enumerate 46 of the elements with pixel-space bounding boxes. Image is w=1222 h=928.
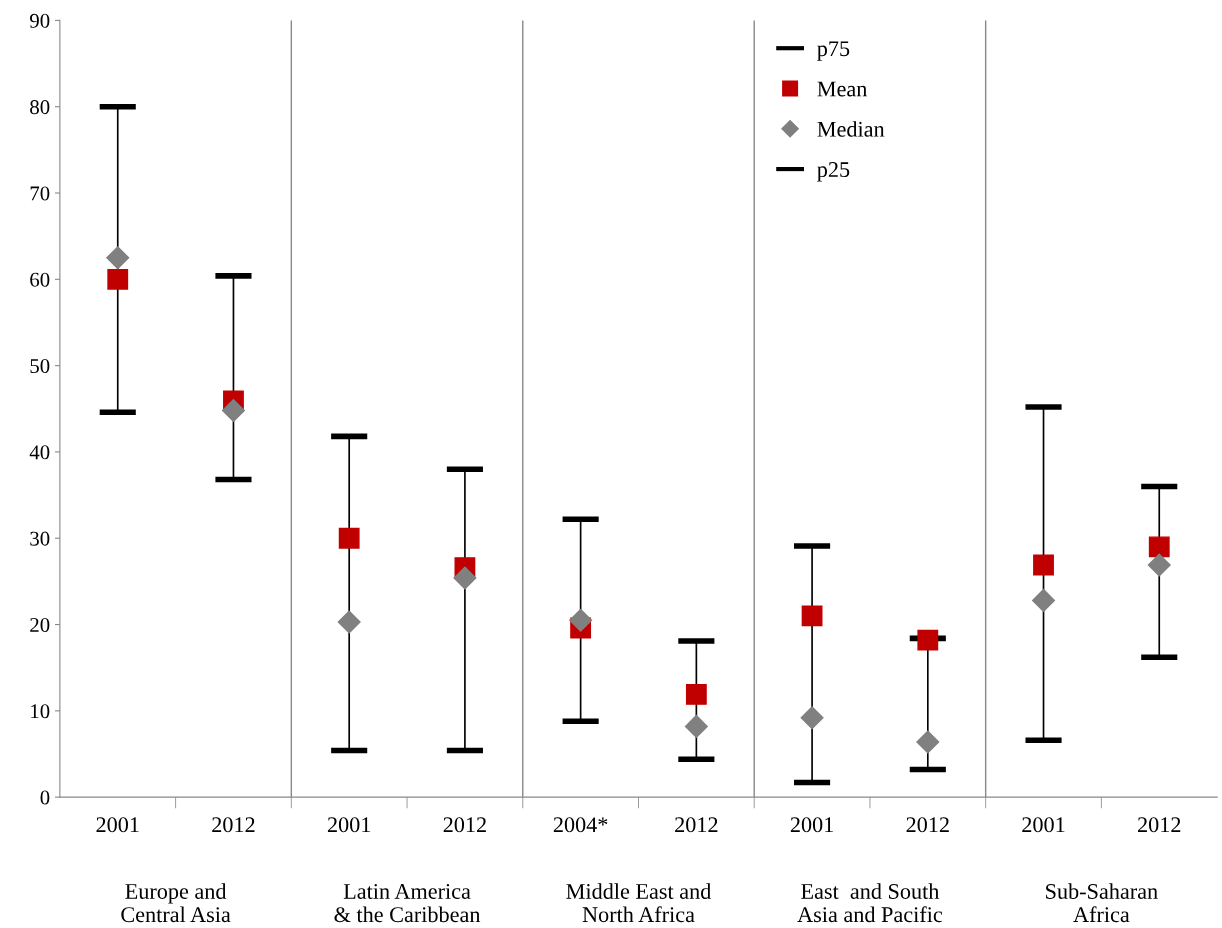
x-tick-label: 2012 — [443, 817, 486, 833]
y-tick-label: 80 — [30, 100, 50, 115]
x-tick-label: 2012 — [1138, 817, 1181, 833]
text: Europe and Central Asia — [121, 883, 231, 923]
point — [337, 610, 361, 634]
y-tick-label: 10 — [31, 704, 50, 719]
text: Middle East and North Africa — [566, 883, 712, 923]
x-tick-label: 2001 — [96, 817, 139, 833]
legend-label: p25 — [817, 162, 850, 182]
point — [221, 399, 245, 423]
x-tick-label: 2001 — [790, 817, 833, 833]
point — [800, 706, 824, 730]
x-tick-label: 2012 — [212, 817, 255, 833]
y-tick-label: 60 — [30, 272, 50, 287]
point — [107, 268, 129, 290]
x-tick-label: 2004* — [553, 817, 608, 833]
x-tick-label: 2001 — [1022, 817, 1065, 833]
x-tick-label: 2001 — [327, 817, 371, 833]
point — [338, 527, 360, 549]
text: East and South Asia and Pacific — [797, 883, 943, 923]
point — [1033, 554, 1054, 576]
point — [916, 730, 940, 754]
x-tick-label: 2012 — [906, 817, 949, 833]
x-tick-label: 2012 — [675, 817, 718, 833]
y-tick-label: 20 — [30, 617, 50, 632]
point — [569, 608, 593, 632]
y-tick-label: 40 — [29, 445, 50, 460]
legend-label: Mean — [817, 81, 868, 97]
point — [106, 246, 130, 270]
point — [917, 629, 939, 651]
text: Latin America & the Caribbean — [334, 883, 481, 923]
point — [684, 714, 708, 738]
point — [685, 684, 707, 705]
legend-label: Median — [817, 121, 885, 137]
point — [1032, 588, 1056, 612]
point — [1148, 536, 1170, 558]
point — [453, 566, 477, 590]
y-tick-label: 0 — [40, 790, 50, 805]
y-tick-label: 70 — [30, 186, 50, 201]
y-tick-label: 90 — [29, 13, 50, 28]
point — [1147, 553, 1171, 577]
legend-label: p75 — [817, 41, 850, 61]
y-tick-label: 30 — [30, 531, 50, 546]
text: Sub-Saharan Africa — [1046, 883, 1158, 923]
point — [801, 605, 823, 627]
y-tick-label: 50 — [30, 359, 50, 374]
